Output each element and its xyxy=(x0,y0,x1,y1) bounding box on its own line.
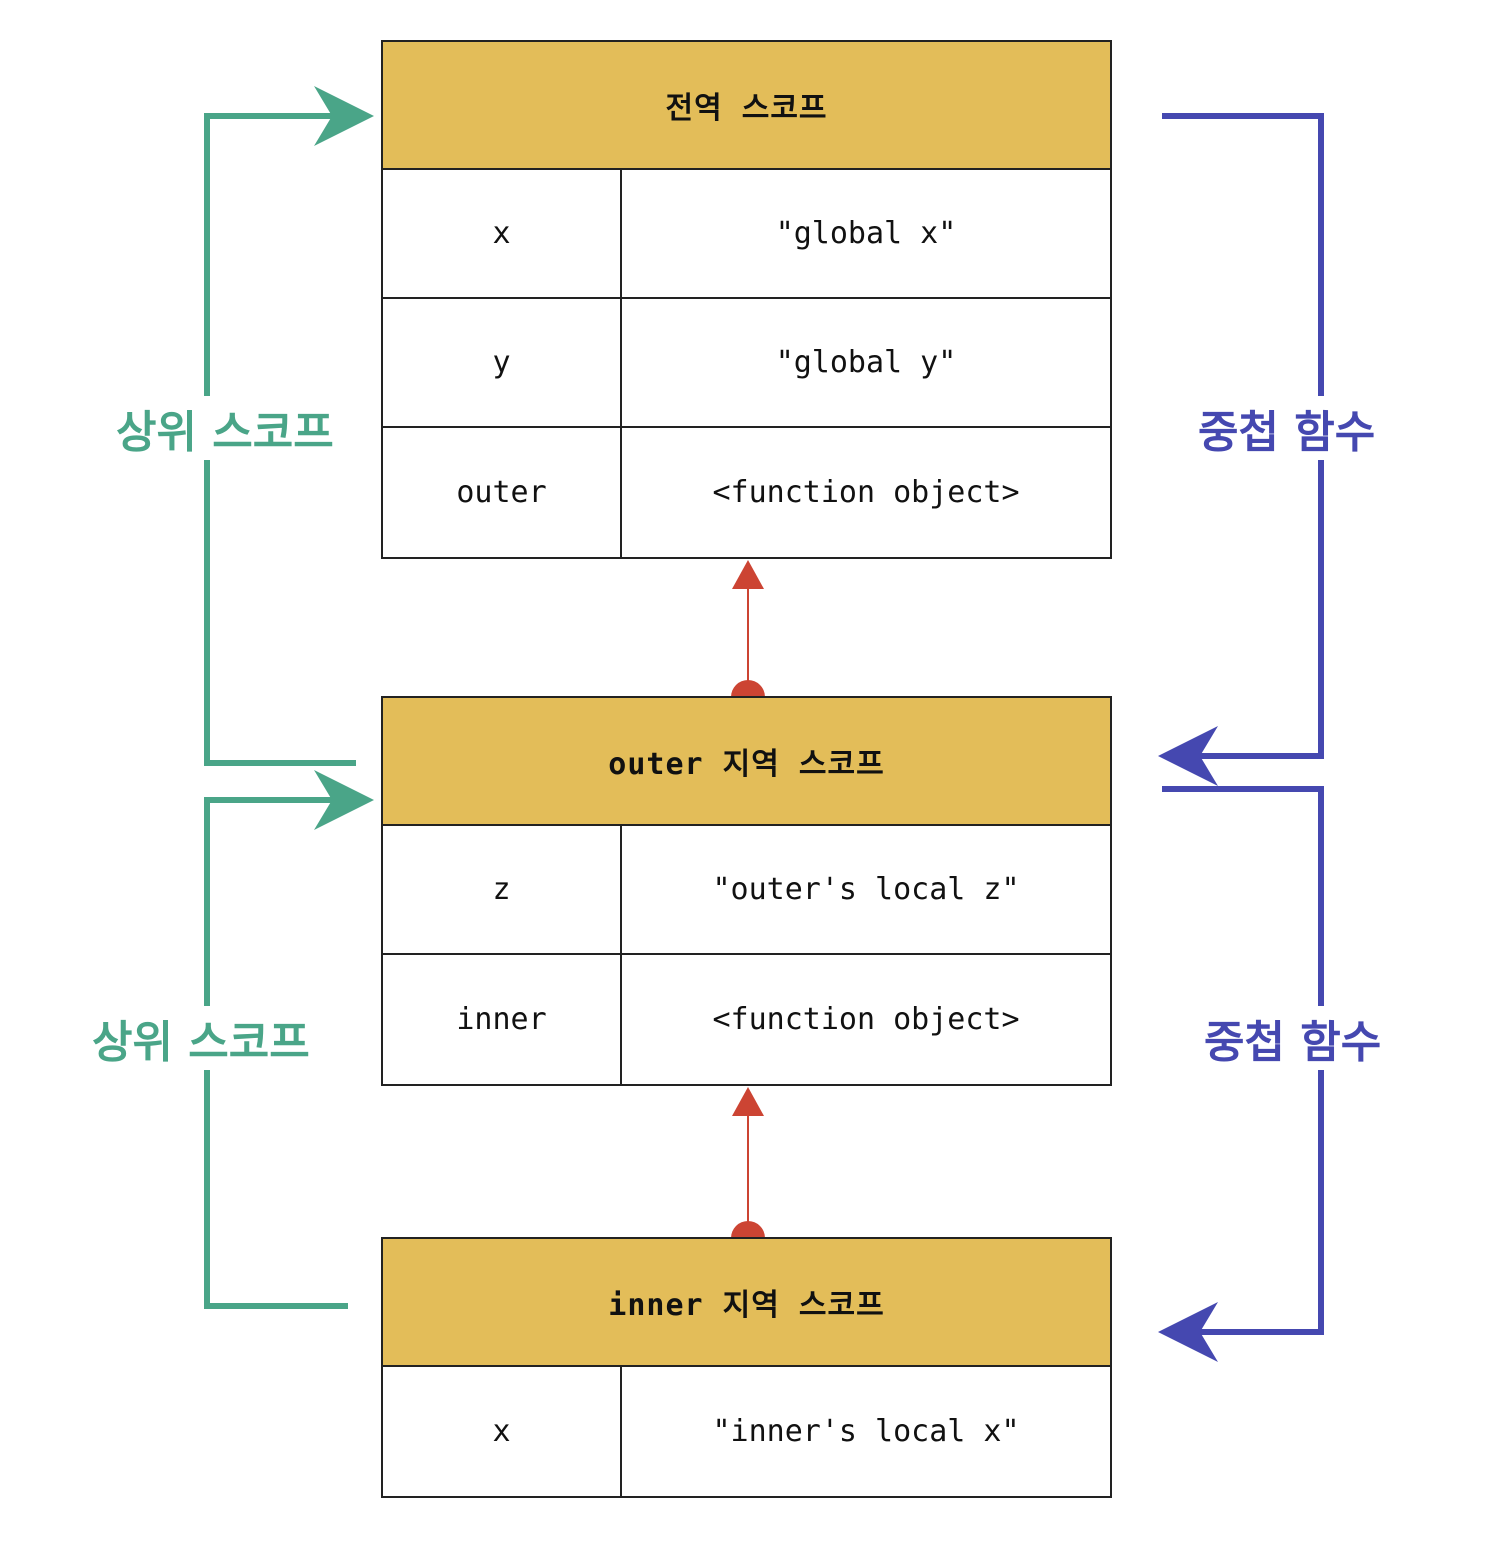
scope-chain-arrowhead-top xyxy=(732,560,764,589)
variable-value: <function object> xyxy=(712,475,1020,510)
outer-scope-table: outer 지역 스코프 z "outer's local z" inner <… xyxy=(381,696,1112,1086)
variable-value: <function object> xyxy=(712,1002,1020,1037)
nested-function-label-top: 중첩 함수 xyxy=(1192,396,1382,460)
variable-name: y xyxy=(383,299,622,426)
variable-name: z xyxy=(383,826,622,953)
table-row: inner <function object> xyxy=(383,955,1110,1084)
inner-scope-title: inner 지역 스코프 xyxy=(383,1239,1110,1367)
parent-scope-label-top: 상위 스코프 xyxy=(110,396,340,460)
table-row: y "global y" xyxy=(383,299,1110,428)
outer-scope-title: outer 지역 스코프 xyxy=(383,698,1110,826)
variable-value: "inner's local x" xyxy=(712,1414,1020,1449)
variable-name: x xyxy=(383,170,622,297)
nested-function-label-bottom: 중첩 함수 xyxy=(1198,1006,1388,1070)
parent-scope-label-bottom: 상위 스코프 xyxy=(86,1006,316,1070)
global-scope-table: 전역 스코프 x "global x" y "global y" outer <… xyxy=(381,40,1112,559)
variable-value: "global y" xyxy=(775,345,957,380)
variable-name: x xyxy=(383,1367,622,1496)
variable-value: "global x" xyxy=(775,216,957,251)
scope-chain-arrowhead-middle xyxy=(732,1087,764,1116)
variable-value: "outer's local z" xyxy=(712,872,1020,907)
global-scope-title: 전역 스코프 xyxy=(383,42,1110,170)
table-row: x "inner's local x" xyxy=(383,1367,1110,1496)
table-row: z "outer's local z" xyxy=(383,826,1110,955)
table-row: x "global x" xyxy=(383,170,1110,299)
variable-name: outer xyxy=(383,428,622,557)
variable-name: inner xyxy=(383,955,622,1084)
inner-scope-table: inner 지역 스코프 x "inner's local x" xyxy=(381,1237,1112,1498)
table-row: outer <function object> xyxy=(383,428,1110,557)
